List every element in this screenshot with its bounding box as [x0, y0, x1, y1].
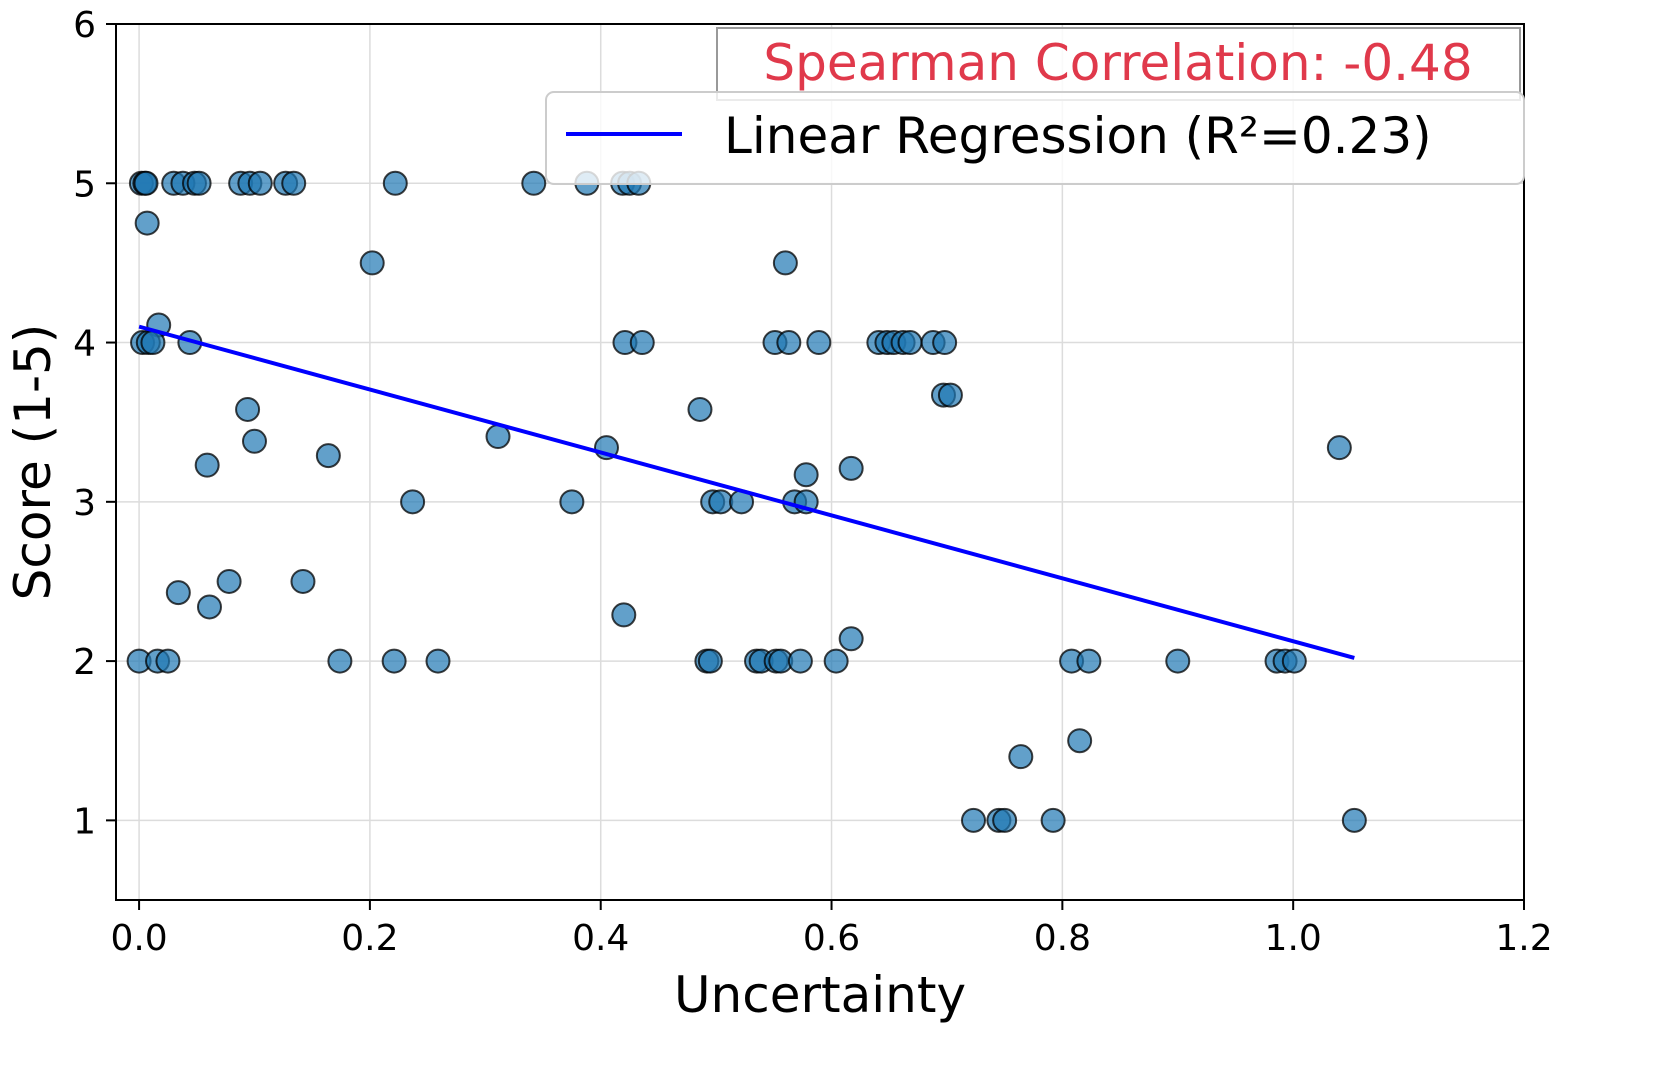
- x-tick-label: 0.6: [803, 918, 860, 959]
- y-axis-label: Score (1-5): [4, 324, 62, 601]
- data-point: [1165, 648, 1191, 674]
- x-tick-label: 0.8: [1034, 918, 1091, 959]
- data-point: [932, 330, 958, 356]
- spearman-annotation: Spearman Correlation: -0.48: [763, 34, 1472, 92]
- data-point: [897, 330, 923, 356]
- regression-line: [138, 324, 1355, 660]
- annotation-frame: [716, 27, 1521, 101]
- data-point: [196, 594, 222, 620]
- data-point: [165, 580, 191, 606]
- data-point: [194, 452, 220, 478]
- data-point: [134, 210, 160, 236]
- data-point: [629, 330, 655, 356]
- x-tick-label: 1.2: [1495, 918, 1552, 959]
- data-point: [838, 626, 864, 652]
- legend-frame: [545, 91, 1525, 185]
- data-point: [776, 330, 802, 356]
- points-layer: [126, 170, 1367, 833]
- data-point: [772, 250, 798, 276]
- data-point: [155, 648, 181, 674]
- data-point: [806, 330, 832, 356]
- data-point: [381, 648, 407, 674]
- data-point: [611, 602, 637, 628]
- x-tick-label: 1.0: [1265, 918, 1322, 959]
- data-point: [937, 382, 963, 408]
- data-point: [960, 807, 986, 833]
- y-tick-label: 2: [73, 642, 96, 683]
- data-point: [1067, 728, 1093, 754]
- y-tick-label: 4: [73, 324, 96, 365]
- y-tick-label: 3: [73, 483, 96, 524]
- data-point: [247, 170, 273, 196]
- x-tick-label: 0.0: [110, 918, 167, 959]
- data-point: [290, 568, 316, 594]
- y-tick-label: 5: [73, 164, 96, 205]
- data-point: [697, 648, 723, 674]
- data-point: [992, 807, 1018, 833]
- data-point: [1040, 807, 1066, 833]
- data-point: [400, 489, 426, 515]
- data-point: [315, 443, 341, 469]
- data-point: [241, 428, 267, 454]
- data-point: [1341, 807, 1367, 833]
- axis-ticks: 0.0 0.2 0.4 0.6 0.8 1.0 1.2 1 2 3 4 5 6: [73, 5, 1553, 959]
- data-point: [425, 648, 451, 674]
- data-point: [1076, 648, 1102, 674]
- legend: Linear Regression (R²=0.23): [545, 91, 1525, 185]
- x-tick-label: 0.4: [572, 918, 629, 959]
- data-point: [823, 648, 849, 674]
- data-point: [521, 170, 547, 196]
- data-point: [1326, 435, 1352, 461]
- y-tick-label: 1: [73, 801, 96, 842]
- data-point: [382, 170, 408, 196]
- data-point: [327, 648, 353, 674]
- data-point: [235, 396, 261, 422]
- data-point: [216, 568, 242, 594]
- data-point: [1281, 648, 1307, 674]
- data-point: [838, 455, 864, 481]
- data-point: [359, 250, 385, 276]
- data-point: [708, 489, 734, 515]
- data-point: [281, 170, 307, 196]
- plot-area-frame: [115, 23, 1525, 901]
- data-point: [186, 170, 212, 196]
- y-tick-label: 6: [73, 5, 96, 46]
- data-point: [559, 489, 585, 515]
- data-point: [787, 648, 813, 674]
- annotation-box: Spearman Correlation: -0.48: [716, 27, 1521, 101]
- x-axis-label: Uncertainty: [674, 966, 966, 1024]
- x-tick-label: 0.2: [341, 918, 398, 959]
- data-point: [793, 462, 819, 488]
- legend-entry-label: Linear Regression (R²=0.23): [724, 107, 1432, 165]
- data-point: [133, 170, 159, 196]
- data-point: [687, 396, 713, 422]
- data-point: [1008, 744, 1034, 770]
